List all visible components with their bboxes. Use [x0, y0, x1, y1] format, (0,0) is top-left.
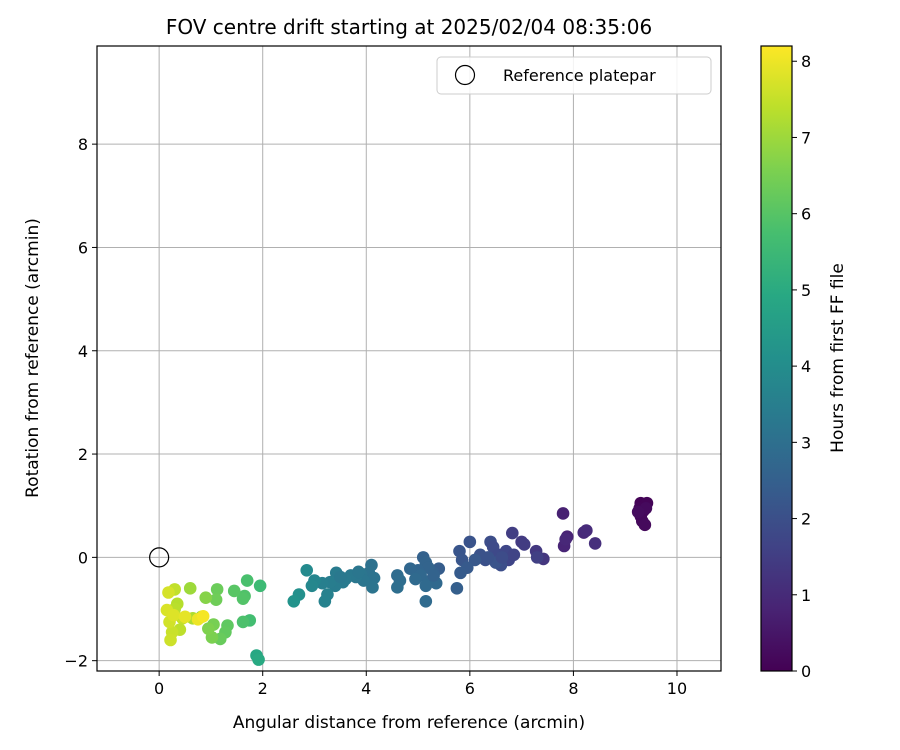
scatter-point — [210, 583, 224, 596]
scatter-point — [403, 562, 417, 576]
scatter-point — [162, 586, 175, 599]
colorbar-tick-label: 8 — [801, 52, 811, 71]
colorbar: 0 1 2 3 4 5 6 7 8 Hours from first FF file — [760, 45, 848, 681]
colorbar-gradient — [761, 46, 792, 671]
y-tick-label: 0 — [78, 548, 88, 567]
scatter-point — [450, 582, 464, 595]
scatter-point — [507, 548, 521, 562]
reference-marker-layer — [149, 547, 170, 568]
scatter-point — [236, 592, 250, 605]
scatter-point — [318, 594, 332, 608]
scatter-point — [199, 591, 213, 604]
scatter-point — [391, 581, 404, 594]
scatter-point — [463, 535, 477, 549]
scatter-point — [427, 569, 440, 582]
colorbar-frame — [760, 45, 793, 672]
scatter-point — [506, 526, 519, 540]
scatter-point — [454, 566, 467, 580]
scatter-point — [227, 584, 241, 598]
scatter-point — [236, 615, 250, 629]
scatter-point — [334, 570, 347, 584]
scatter-point — [419, 579, 433, 593]
colorbar-tick-label: 3 — [801, 433, 811, 452]
scatter-point — [559, 532, 572, 546]
colorbar-tick-label: 2 — [801, 510, 811, 529]
y-tick-label: 6 — [78, 238, 88, 257]
scatter-point — [252, 653, 265, 666]
x-tick-label: 10 — [667, 679, 687, 698]
grid — [97, 46, 721, 671]
scatter-point — [419, 594, 433, 608]
colorbar-tick-label: 6 — [801, 205, 811, 224]
scatter-point — [481, 551, 495, 564]
scatter-point — [300, 563, 314, 577]
plot-area-frame — [96, 45, 722, 672]
reference-platepar-marker — [149, 547, 170, 568]
x-tick-label: 0 — [154, 679, 164, 698]
scatter-point — [366, 581, 379, 594]
y-axis-label: Rotation from reference (arcmin) — [23, 218, 43, 498]
scatter-point — [167, 608, 180, 622]
x-axis-label: Angular distance from reference (arcmin) — [233, 713, 585, 733]
y-axis-ticks: −2 0 2 4 6 8 — [64, 135, 97, 671]
scatter-point — [367, 571, 381, 585]
scatter-points — [160, 496, 654, 666]
scatter-point — [556, 507, 570, 520]
x-tick-label: 6 — [465, 679, 475, 698]
scatter-point — [580, 524, 593, 537]
scatter-point — [196, 609, 210, 623]
legend-open-circle-marker — [454, 64, 476, 86]
scatter-point — [209, 593, 223, 607]
colorbar-tick-label: 4 — [801, 357, 811, 376]
scatter-point — [631, 505, 645, 519]
y-tick-label: 2 — [78, 445, 88, 464]
scatter-point — [287, 594, 301, 608]
scatter-point — [352, 565, 365, 579]
colorbar-ticks: 0 1 2 3 4 5 6 7 8 — [792, 52, 811, 681]
scatter-point — [305, 579, 319, 593]
scatter-point — [409, 572, 422, 586]
x-tick-label: 8 — [568, 679, 578, 698]
y-tick-label: 4 — [78, 342, 88, 361]
scatter-point — [495, 551, 509, 564]
scatter-point — [588, 537, 602, 550]
y-tick-label: 8 — [78, 135, 88, 154]
scatter-point — [530, 551, 544, 564]
scatter-point — [164, 633, 177, 647]
scatter-point — [517, 538, 531, 551]
chart-title: FOV centre drift starting at 2025/02/04 … — [166, 15, 652, 39]
colorbar-tick-label: 7 — [801, 128, 811, 147]
colorbar-label: Hours from first FF file — [828, 263, 848, 453]
scatter-point — [183, 582, 197, 595]
legend: Reference platepar — [436, 56, 712, 95]
x-tick-label: 4 — [361, 679, 371, 698]
legend-entry-label: Reference platepar — [503, 66, 656, 85]
scatter-point — [202, 622, 215, 635]
x-tick-label: 2 — [258, 679, 268, 698]
y-tick-label: −2 — [64, 652, 88, 671]
scatter-point — [638, 518, 652, 532]
colorbar-tick-label: 0 — [801, 662, 811, 681]
scatter-point — [253, 579, 267, 593]
colorbar-tick-label: 5 — [801, 281, 811, 300]
colorbar-tick-label: 1 — [801, 586, 811, 605]
x-axis-ticks: 0 2 4 6 8 10 — [154, 671, 687, 698]
scatter-point — [468, 553, 482, 567]
scatter-point — [240, 574, 254, 587]
legend-box — [436, 56, 712, 95]
scatter-point — [178, 610, 192, 624]
